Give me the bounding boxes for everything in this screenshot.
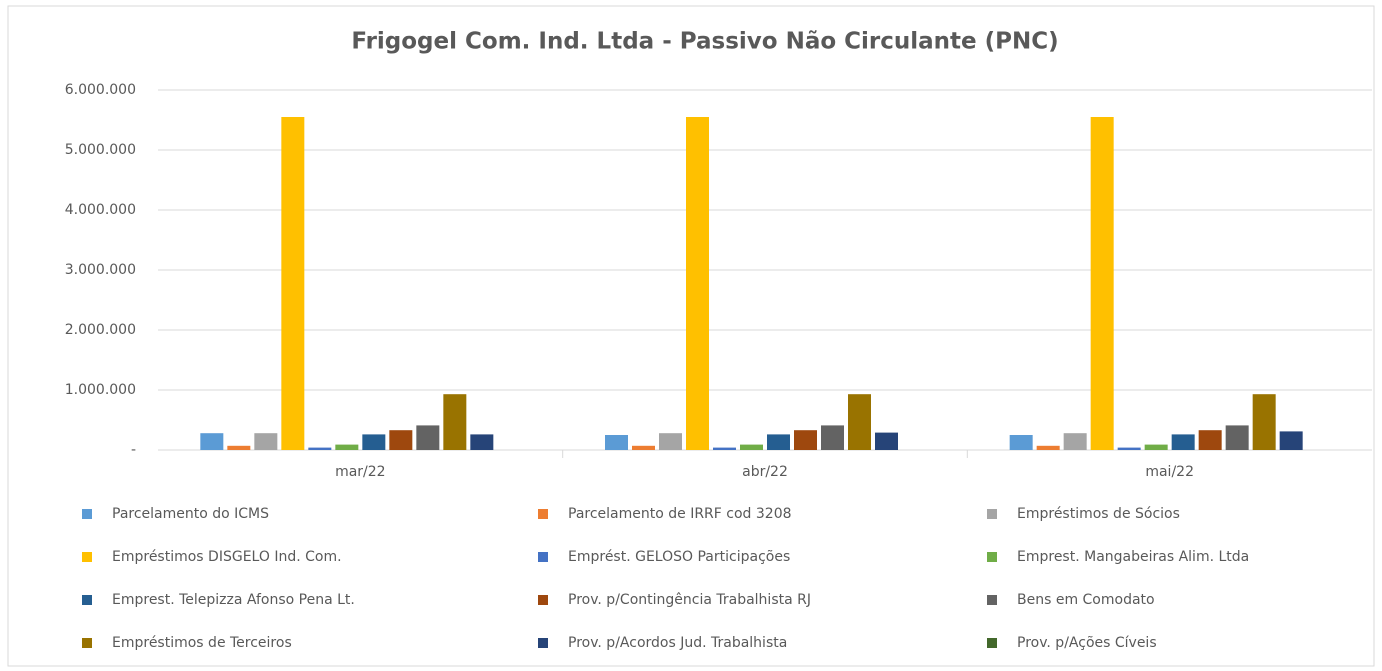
bar — [443, 394, 467, 450]
legend-swatch — [987, 552, 997, 562]
legend-label: Empréstimos de Sócios — [1017, 506, 1180, 522]
legend-label: Prov. p/Ações Cíveis — [1017, 635, 1157, 651]
bar — [416, 425, 440, 450]
bar — [740, 444, 763, 450]
bar — [875, 432, 898, 450]
legend-swatch — [987, 509, 997, 519]
bar — [1279, 431, 1303, 450]
legend-swatch — [82, 509, 92, 519]
legend-swatch — [538, 638, 548, 648]
bar — [821, 425, 844, 450]
x-tick-label: mar/22 — [335, 464, 386, 480]
bar — [686, 117, 709, 450]
legend-swatch — [987, 638, 997, 648]
bar — [848, 394, 871, 450]
y-tick-label: 5.000.000 — [65, 142, 136, 158]
legend-swatch — [82, 595, 92, 605]
y-tick-label: 6.000.000 — [65, 82, 136, 98]
bar — [227, 445, 251, 450]
bar — [1144, 444, 1168, 450]
bar — [1171, 434, 1195, 450]
y-tick-label: 1.000.000 — [65, 382, 136, 398]
bar — [362, 434, 386, 450]
y-tick-label: - — [131, 442, 136, 458]
legend-label: Emprést. GELOSO Participações — [568, 549, 790, 565]
legend-label: Parcelamento do ICMS — [112, 506, 269, 522]
legend-label: Bens em Comodato — [1017, 592, 1155, 608]
bar — [1009, 435, 1033, 450]
legend-label: Parcelamento de IRRF cod 3208 — [568, 506, 792, 522]
bar — [335, 444, 359, 450]
bar — [794, 430, 817, 450]
y-tick-label: 4.000.000 — [65, 202, 136, 218]
legend-swatch — [987, 595, 997, 605]
bar — [308, 447, 332, 450]
y-tick-label: 3.000.000 — [65, 262, 136, 278]
bar — [1063, 433, 1087, 450]
bar — [1090, 117, 1114, 450]
bar — [713, 447, 736, 450]
bar — [605, 435, 628, 450]
bar — [1198, 430, 1222, 450]
bar — [200, 433, 224, 450]
bar — [1225, 425, 1249, 450]
legend-swatch — [538, 595, 548, 605]
bar — [1036, 445, 1060, 450]
x-tick-label: abr/22 — [742, 464, 788, 480]
legend-label: Empréstimos DISGELO Ind. Com. — [112, 549, 342, 565]
bar — [281, 117, 305, 450]
legend-label: Prov. p/Acordos Jud. Trabalhista — [568, 635, 787, 651]
bar — [389, 430, 413, 450]
legend-label: Emprest. Telepizza Afonso Pena Lt. — [112, 592, 355, 608]
legend-label: Empréstimos de Terceiros — [112, 635, 292, 651]
bar — [659, 433, 682, 450]
bar — [1252, 394, 1276, 450]
bar — [1117, 447, 1141, 450]
chart-title: Frigogel Com. Ind. Ltda - Passivo Não Ci… — [351, 29, 1058, 55]
bar — [632, 445, 655, 450]
legend-swatch — [82, 552, 92, 562]
bar — [470, 434, 494, 450]
legend-label: Emprest. Mangabeiras Alim. Ltda — [1017, 549, 1249, 565]
legend-swatch — [82, 638, 92, 648]
bar — [254, 433, 278, 450]
legend-swatch — [538, 509, 548, 519]
x-tick-label: mai/22 — [1145, 464, 1194, 480]
legend-label: Prov. p/Contingência Trabalhista RJ — [568, 592, 811, 608]
legend-swatch — [538, 552, 548, 562]
bar — [767, 434, 790, 450]
y-tick-label: 2.000.000 — [65, 322, 136, 338]
